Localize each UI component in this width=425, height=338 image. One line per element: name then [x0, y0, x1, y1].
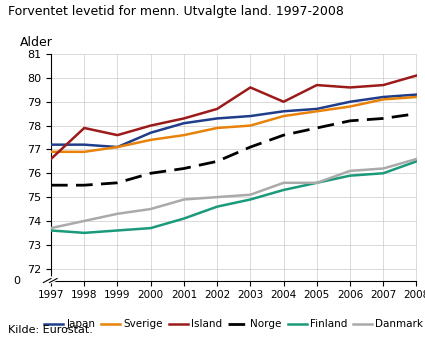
Sverige — [281, 114, 286, 118]
Norge — [215, 159, 220, 163]
Norge — [82, 183, 87, 187]
Island — [314, 83, 319, 87]
Japan — [314, 107, 319, 111]
Danmark — [248, 193, 253, 197]
Norge — [248, 145, 253, 149]
Text: Forventet levetid for menn. Utvalgte land. 1997-2008: Forventet levetid for menn. Utvalgte lan… — [8, 5, 344, 18]
Sverige — [82, 150, 87, 154]
Finland — [181, 217, 187, 221]
Danmark — [115, 212, 120, 216]
Japan — [181, 121, 187, 125]
Danmark — [348, 169, 353, 173]
Finland — [115, 228, 120, 233]
Text: Alder: Alder — [20, 36, 53, 49]
Finland — [148, 226, 153, 230]
Finland — [281, 188, 286, 192]
Danmark — [48, 226, 54, 230]
Norge — [115, 181, 120, 185]
Japan — [281, 109, 286, 113]
Japan — [248, 114, 253, 118]
Danmark — [414, 157, 419, 161]
Island — [181, 116, 187, 120]
Sverige — [115, 145, 120, 149]
Line: Japan: Japan — [51, 95, 416, 147]
Norge — [381, 116, 386, 120]
Line: Island: Island — [51, 75, 416, 159]
Danmark — [181, 197, 187, 201]
Finland — [414, 159, 419, 163]
Danmark — [82, 219, 87, 223]
Norge — [148, 171, 153, 175]
Island — [248, 86, 253, 90]
Japan — [381, 95, 386, 99]
Island — [281, 100, 286, 104]
Norge — [48, 183, 54, 187]
Sverige — [381, 97, 386, 101]
Finland — [48, 228, 54, 233]
Danmark — [314, 181, 319, 185]
Island — [215, 107, 220, 111]
Island — [82, 126, 87, 130]
Line: Danmark: Danmark — [51, 159, 416, 228]
Finland — [381, 171, 386, 175]
Finland — [248, 197, 253, 201]
Japan — [115, 145, 120, 149]
Norge — [348, 119, 353, 123]
Japan — [348, 100, 353, 104]
Island — [115, 133, 120, 137]
Norge — [181, 167, 187, 171]
Norge — [314, 126, 319, 130]
Danmark — [148, 207, 153, 211]
Danmark — [281, 181, 286, 185]
Line: Finland: Finland — [51, 161, 416, 233]
Sverige — [215, 126, 220, 130]
Island — [148, 124, 153, 128]
Text: 0: 0 — [13, 275, 20, 286]
Legend: Japan, Sverige, Island, Norge, Finland, Danmark: Japan, Sverige, Island, Norge, Finland, … — [40, 315, 425, 334]
Finland — [314, 181, 319, 185]
Line: Norge: Norge — [51, 114, 416, 185]
Finland — [348, 174, 353, 178]
Norge — [414, 112, 419, 116]
Island — [48, 157, 54, 161]
Finland — [82, 231, 87, 235]
Japan — [82, 143, 87, 147]
Finland — [215, 204, 220, 209]
Japan — [48, 143, 54, 147]
Danmark — [215, 195, 220, 199]
Japan — [414, 93, 419, 97]
Japan — [215, 116, 220, 120]
Island — [348, 86, 353, 90]
Island — [381, 83, 386, 87]
Norge — [281, 133, 286, 137]
Text: Kilde: Eurostat.: Kilde: Eurostat. — [8, 324, 94, 335]
Sverige — [148, 138, 153, 142]
Danmark — [381, 167, 386, 171]
Island — [414, 73, 419, 77]
Line: Sverige: Sverige — [51, 97, 416, 152]
Sverige — [48, 150, 54, 154]
Sverige — [181, 133, 187, 137]
Sverige — [414, 95, 419, 99]
Japan — [148, 131, 153, 135]
Sverige — [348, 104, 353, 108]
Sverige — [248, 124, 253, 128]
Sverige — [314, 109, 319, 113]
